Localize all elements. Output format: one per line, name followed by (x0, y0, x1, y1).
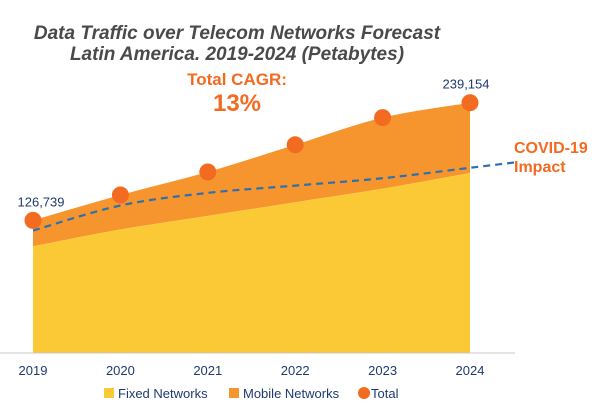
covid-label-line2: Impact (514, 159, 566, 176)
fixed-networks-area (33, 173, 470, 353)
cagr-value: 13% (213, 90, 261, 117)
total-point-2023 (374, 109, 392, 127)
legend: Fixed Networks Mobile Networks Total (104, 386, 399, 401)
data-labels: 126,739 239,154 (18, 77, 490, 210)
x-tick-2020: 2020 (106, 363, 135, 378)
legend-label-mobile-networks: Mobile Networks (243, 386, 340, 401)
legend-label-total: Total (371, 386, 399, 401)
chart-title-line1: Data Traffic over Telecom Networks Forec… (34, 23, 441, 44)
data-label-2024: 239,154 (443, 77, 490, 92)
chart-title-line2: Latin America. 2019-2024 (Petabytes) (70, 44, 404, 65)
x-tick-2019: 2019 (19, 363, 48, 378)
x-tick-2021: 2021 (193, 363, 222, 378)
x-tick-2023: 2023 (368, 363, 397, 378)
total-point-2020 (111, 186, 129, 204)
x-tick-2024: 2024 (456, 363, 485, 378)
legend-marker-mobile-networks (229, 388, 239, 398)
total-point-2019 (24, 211, 42, 229)
x-tick-2022: 2022 (281, 363, 310, 378)
cagr-label: Total CAGR: (187, 70, 287, 89)
total-point-2022 (286, 136, 304, 154)
covid-label-line1: COVID-19 (514, 140, 588, 157)
area-layer (33, 102, 470, 353)
legend-label-fixed-networks: Fixed Networks (118, 386, 208, 401)
x-axis-ticks: 2019 2020 2021 2022 2023 2024 (19, 363, 485, 378)
legend-marker-total (358, 387, 370, 399)
covid-impact-line (32, 160, 519, 232)
total-point-2021 (199, 163, 217, 181)
data-label-2019: 126,739 (18, 194, 65, 209)
legend-marker-fixed-networks (104, 388, 114, 398)
mobile-networks-area (33, 102, 470, 247)
total-points (24, 94, 479, 229)
total-point-2024 (461, 94, 479, 112)
